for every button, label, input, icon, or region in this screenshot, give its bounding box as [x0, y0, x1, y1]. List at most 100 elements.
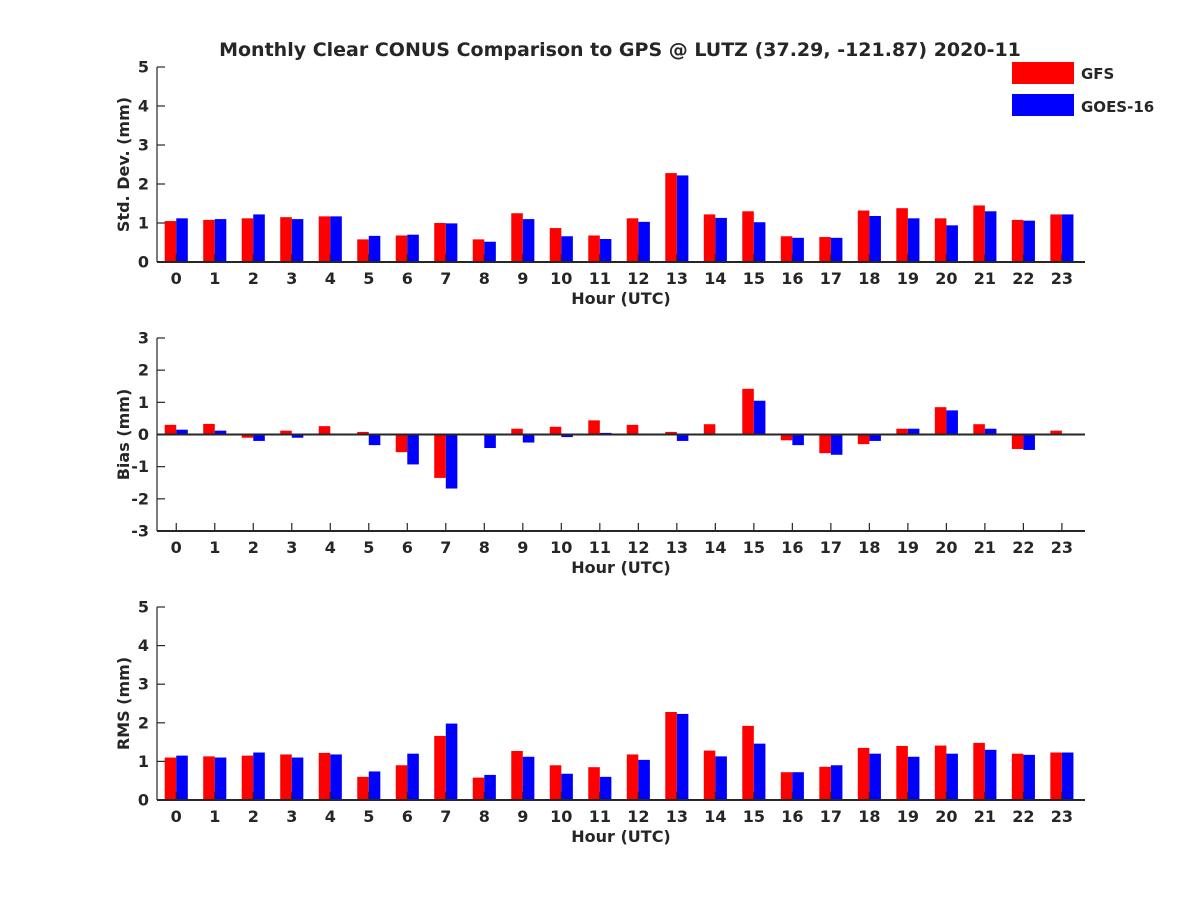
bar-goes-16-10	[561, 773, 573, 800]
x-tick-label-2-16: 16	[781, 807, 803, 826]
bar-gfs-8	[472, 239, 485, 262]
bar-gfs-2	[241, 434, 254, 438]
bar-goes-16-15	[753, 222, 766, 262]
bar-goes-16-1	[214, 430, 227, 435]
x-tick-label-1-3: 3	[286, 538, 297, 557]
x-tick-label-0-9: 9	[517, 269, 528, 288]
x-tick-label-0-16: 16	[781, 269, 803, 288]
bar-goes-16-22	[1023, 754, 1035, 800]
bar-goes-16-12	[638, 759, 650, 800]
bar-goes-16-13	[676, 434, 689, 441]
x-tick-label-0-1: 1	[209, 269, 220, 288]
y-tick-label-1--3: -3	[131, 522, 149, 541]
bar-gfs-11	[588, 235, 600, 262]
y-tick-label-0-2: 2	[138, 175, 149, 194]
bar-gfs-5	[357, 431, 369, 435]
bar-gfs-15	[742, 725, 754, 800]
x-tick-label-1-5: 5	[363, 538, 374, 557]
bar-gfs-22	[1011, 753, 1024, 800]
x-tick-label-0-4: 4	[325, 269, 336, 288]
x-tick-label-2-22: 22	[1012, 807, 1034, 826]
bar-goes-16-0	[176, 755, 188, 800]
x-tick-label-1-14: 14	[704, 538, 726, 557]
bar-goes-16-15	[753, 400, 766, 435]
bar-goes-16-0	[176, 429, 188, 435]
bar-gfs-20	[934, 218, 947, 262]
bar-gfs-7	[434, 223, 446, 262]
x-tick-label-1-21: 21	[974, 538, 996, 557]
y-tick-label-1--2: -2	[131, 489, 149, 508]
x-tick-label-2-7: 7	[440, 807, 451, 826]
legend-label-gfs: GFS	[1081, 65, 1114, 83]
x-tick-label-2-6: 6	[402, 807, 413, 826]
bar-goes-16-14	[715, 217, 727, 262]
x-tick-label-1-15: 15	[743, 538, 765, 557]
bar-gfs-19	[896, 745, 908, 800]
bar-goes-16-10	[561, 236, 573, 262]
bar-goes-16-0	[176, 218, 188, 262]
bar-gfs-20	[934, 407, 947, 435]
bar-goes-16-1	[214, 757, 227, 800]
x-tick-label-1-11: 11	[589, 538, 611, 557]
bar-goes-16-2	[253, 434, 265, 441]
y-tick-label-0-3: 3	[138, 136, 149, 155]
bar-gfs-3	[280, 217, 292, 262]
legend: GFS GOES-16	[1012, 62, 1154, 116]
bar-gfs-16	[780, 236, 793, 262]
x-tick-label-0-15: 15	[743, 269, 765, 288]
x-tick-label-1-0: 0	[171, 538, 182, 557]
x-tick-label-0-14: 14	[704, 269, 726, 288]
bar-gfs-14	[703, 214, 716, 262]
x-tick-label-2-12: 12	[627, 807, 649, 826]
bar-gfs-22	[1011, 219, 1024, 262]
bar-gfs-8	[472, 777, 485, 800]
x-tick-label-2-9: 9	[517, 807, 528, 826]
bar-gfs-1	[203, 756, 215, 800]
bar-gfs-23	[1050, 214, 1062, 262]
x-tick-label-0-3: 3	[286, 269, 297, 288]
y-tick-label-2-3: 3	[138, 675, 149, 694]
x-tick-label-0-11: 11	[589, 269, 611, 288]
x-tick-label-2-0: 0	[171, 807, 182, 826]
y-tick-label-1-3: 3	[138, 329, 149, 348]
bar-gfs-10	[549, 426, 562, 435]
y-tick-label-0-1: 1	[138, 214, 149, 233]
x-tick-label-1-18: 18	[858, 538, 880, 557]
bar-goes-16-13	[676, 175, 689, 262]
bar-gfs-10	[549, 765, 562, 800]
bar-gfs-20	[934, 745, 947, 800]
x-tick-label-1-22: 22	[1012, 538, 1034, 557]
bar-goes-16-6	[407, 434, 419, 465]
bar-gfs-7	[434, 735, 446, 800]
bar-gfs-17	[819, 237, 831, 262]
bar-gfs-19	[896, 208, 908, 262]
x-axis-label-0: Hour (UTC)	[571, 289, 671, 308]
bar-gfs-22	[1011, 434, 1024, 449]
bar-gfs-6	[395, 765, 408, 800]
legend-swatch-gfs	[1012, 62, 1074, 84]
bar-gfs-21	[973, 424, 985, 435]
bar-gfs-21	[973, 205, 985, 262]
x-tick-label-2-4: 4	[325, 807, 336, 826]
bar-gfs-23	[1050, 752, 1062, 800]
bar-gfs-13	[665, 173, 677, 262]
bar-goes-16-16	[792, 434, 804, 446]
bar-goes-16-2	[253, 752, 265, 800]
bar-gfs-7	[434, 434, 446, 478]
x-tick-label-2-5: 5	[363, 807, 374, 826]
x-tick-label-1-9: 9	[517, 538, 528, 557]
bar-goes-16-11	[599, 776, 612, 800]
bar-goes-16-1	[214, 219, 227, 262]
x-tick-label-0-2: 2	[248, 269, 259, 288]
x-tick-label-0-20: 20	[935, 269, 957, 288]
bar-gfs-18	[857, 434, 870, 445]
x-tick-label-2-18: 18	[858, 807, 880, 826]
bar-gfs-4	[318, 752, 331, 800]
bar-gfs-12	[626, 754, 639, 800]
bar-goes-16-6	[407, 234, 419, 262]
x-tick-label-0-6: 6	[402, 269, 413, 288]
x-tick-label-0-18: 18	[858, 269, 880, 288]
bar-gfs-2	[241, 755, 254, 800]
bar-gfs-14	[703, 750, 716, 800]
